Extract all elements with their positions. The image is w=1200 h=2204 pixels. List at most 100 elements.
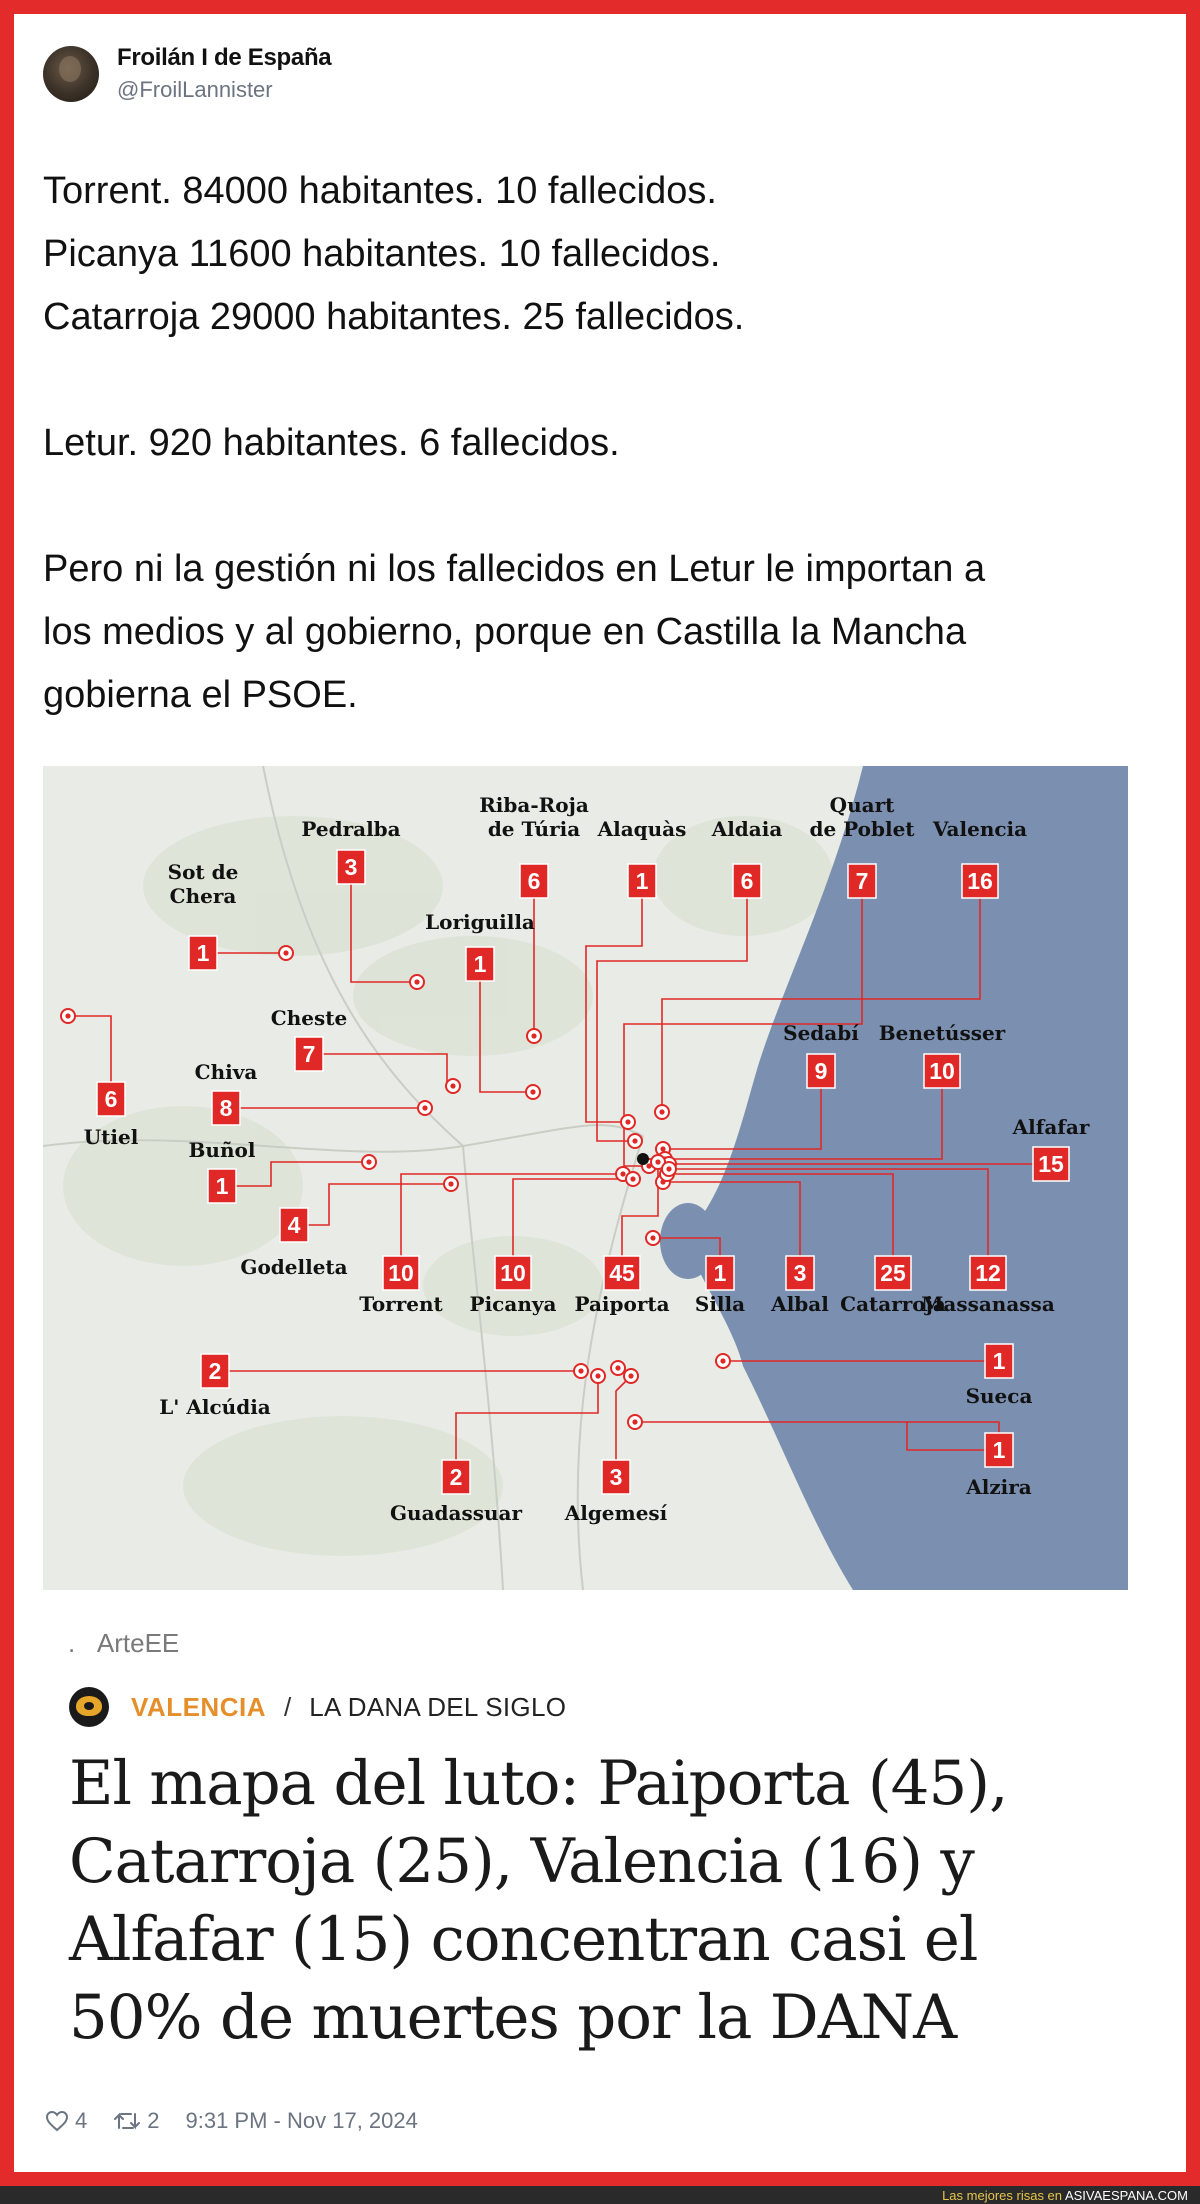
death-count-badge[interactable] bbox=[519, 863, 549, 899]
death-count-badge[interactable] bbox=[806, 1053, 836, 1089]
town-name-label: Alfafar bbox=[1012, 1115, 1090, 1139]
site-watermark[interactable]: Las mejores risas en ASIVAESPANA.COM bbox=[942, 2188, 1188, 2203]
death-count-label: 1 bbox=[993, 1348, 1006, 1374]
death-count-label: 1 bbox=[216, 1173, 229, 1199]
lion-logo-icon bbox=[69, 1687, 109, 1727]
death-count-badge[interactable] bbox=[785, 1255, 815, 1291]
death-count-label: 2 bbox=[450, 1464, 463, 1490]
town-marker-center bbox=[659, 1109, 665, 1115]
watermark-site: ASIVAESPANA.COM bbox=[1064, 2188, 1188, 2203]
death-count-badge[interactable] bbox=[603, 1255, 641, 1291]
death-count-badge[interactable] bbox=[874, 1255, 912, 1291]
map-leader-lines bbox=[68, 881, 1037, 1463]
death-count-badge[interactable] bbox=[969, 1255, 1007, 1291]
town-marker-center bbox=[530, 1089, 536, 1095]
leader-line bbox=[479, 978, 533, 1093]
death-count-badge[interactable] bbox=[494, 1255, 532, 1291]
death-count-label: 10 bbox=[388, 1260, 414, 1286]
town-marker-center bbox=[625, 1119, 631, 1125]
leader-line bbox=[68, 1015, 112, 1085]
death-count-label: 25 bbox=[880, 1260, 906, 1286]
death-count-badge[interactable] bbox=[441, 1459, 471, 1495]
death-count-badge[interactable] bbox=[705, 1255, 735, 1291]
town-name-label: Sot de bbox=[168, 860, 239, 884]
like-button[interactable]: 4 bbox=[45, 2108, 87, 2134]
tweet-timestamp[interactable]: 9:31 PM - Nov 17, 2024 bbox=[185, 2108, 418, 2133]
death-count-badge[interactable] bbox=[627, 863, 657, 899]
author-display-name[interactable]: Froilán I de España bbox=[117, 44, 332, 71]
death-count-badge[interactable] bbox=[601, 1459, 631, 1495]
town-marker-center bbox=[660, 1146, 666, 1152]
death-count-badge[interactable] bbox=[211, 1090, 241, 1126]
leader-line bbox=[669, 1168, 989, 1259]
town-marker-center bbox=[448, 1181, 454, 1187]
subsection-label[interactable]: LA DANA DEL SIGLO bbox=[309, 1691, 567, 1722]
town-name-label: Alaquàs bbox=[597, 817, 687, 841]
town-name-label: Paiporta bbox=[574, 1292, 669, 1316]
death-count-badge[interactable] bbox=[847, 863, 877, 899]
leader-line bbox=[585, 895, 643, 1123]
town-marker-center bbox=[632, 1419, 638, 1425]
leader-line bbox=[350, 881, 417, 983]
section-label[interactable]: VALENCIA bbox=[131, 1691, 266, 1722]
author-handle[interactable]: @FroilLannister bbox=[117, 77, 273, 102]
leader-line bbox=[455, 1376, 599, 1463]
death-count-badge[interactable] bbox=[984, 1432, 1014, 1468]
death-count-badge[interactable] bbox=[96, 1081, 126, 1117]
death-count-badge[interactable] bbox=[382, 1255, 420, 1291]
leader-line bbox=[653, 1237, 721, 1259]
like-count: 4 bbox=[75, 2108, 88, 2133]
town-marker-center bbox=[414, 979, 420, 985]
town-name-label: Chiva bbox=[195, 1060, 258, 1084]
town-name-label: L' Alcúdia bbox=[159, 1395, 271, 1419]
tweet-author[interactable]: Froilán I de España @FroilLannister bbox=[43, 44, 332, 103]
death-count-badge[interactable] bbox=[961, 863, 999, 899]
death-count-badge[interactable] bbox=[923, 1053, 961, 1089]
retweet-button[interactable]: 2 bbox=[113, 2108, 160, 2134]
death-count-badge[interactable] bbox=[336, 849, 366, 885]
leader-line bbox=[667, 1173, 894, 1259]
death-count-label: 6 bbox=[741, 868, 754, 894]
leader-line bbox=[665, 1085, 943, 1160]
death-count-badge[interactable] bbox=[188, 935, 218, 971]
death-count-badge[interactable] bbox=[984, 1343, 1014, 1379]
death-count-badge[interactable] bbox=[465, 946, 495, 982]
tweet-text: Torrent. 84000 habitantes. 10 fallecidos… bbox=[43, 160, 1143, 727]
town-name-label: Loriguilla bbox=[425, 910, 535, 934]
town-name-label: Massanassa bbox=[921, 1292, 1055, 1316]
death-count-badge[interactable] bbox=[1032, 1146, 1070, 1182]
town-name-label: Sedabí bbox=[783, 1021, 859, 1045]
leader-line bbox=[621, 1162, 659, 1259]
death-count-label: 8 bbox=[220, 1095, 233, 1121]
leader-line bbox=[623, 895, 863, 1167]
leader-line bbox=[596, 895, 748, 1142]
section-separator: / bbox=[283, 1691, 292, 1722]
town-name-label: Godelleta bbox=[240, 1255, 347, 1279]
town-name-label: Catarroja bbox=[840, 1292, 946, 1316]
town-marker-center bbox=[650, 1235, 656, 1241]
albufera-lagoon bbox=[660, 1203, 716, 1279]
tweet-footer: 4 2 9:31 PM - Nov 17, 2024 bbox=[45, 2108, 444, 2134]
town-marker-center bbox=[65, 1013, 71, 1019]
death-count-label: 3 bbox=[345, 854, 358, 880]
leader-line bbox=[308, 1183, 451, 1226]
article-headline[interactable]: El mapa del luto: Paiporta (45), Catarro… bbox=[69, 1745, 1129, 2057]
death-count-badge[interactable] bbox=[732, 863, 762, 899]
town-marker-center bbox=[666, 1166, 672, 1172]
heart-icon bbox=[45, 2110, 69, 2132]
town-marker-center bbox=[578, 1368, 584, 1374]
death-count-badge[interactable] bbox=[279, 1207, 309, 1243]
death-count-badge[interactable] bbox=[207, 1168, 237, 1204]
death-count-badge[interactable] bbox=[200, 1353, 230, 1389]
town-marker-center bbox=[655, 1159, 661, 1165]
tweet-line: Pero ni la gestión ni los fallecidos en … bbox=[43, 548, 986, 590]
tweet-line: Catarroja 29000 habitantes. 25 fallecido… bbox=[43, 296, 745, 338]
town-marker-center bbox=[720, 1358, 726, 1364]
image-caption: . ArteEE bbox=[68, 1628, 180, 1658]
death-count-badge[interactable] bbox=[294, 1036, 324, 1072]
avatar[interactable] bbox=[43, 45, 99, 102]
tweet-line: Picanya 11600 habitantes. 10 fallecidos. bbox=[43, 233, 721, 275]
town-name-label: Picanya bbox=[470, 1292, 557, 1316]
